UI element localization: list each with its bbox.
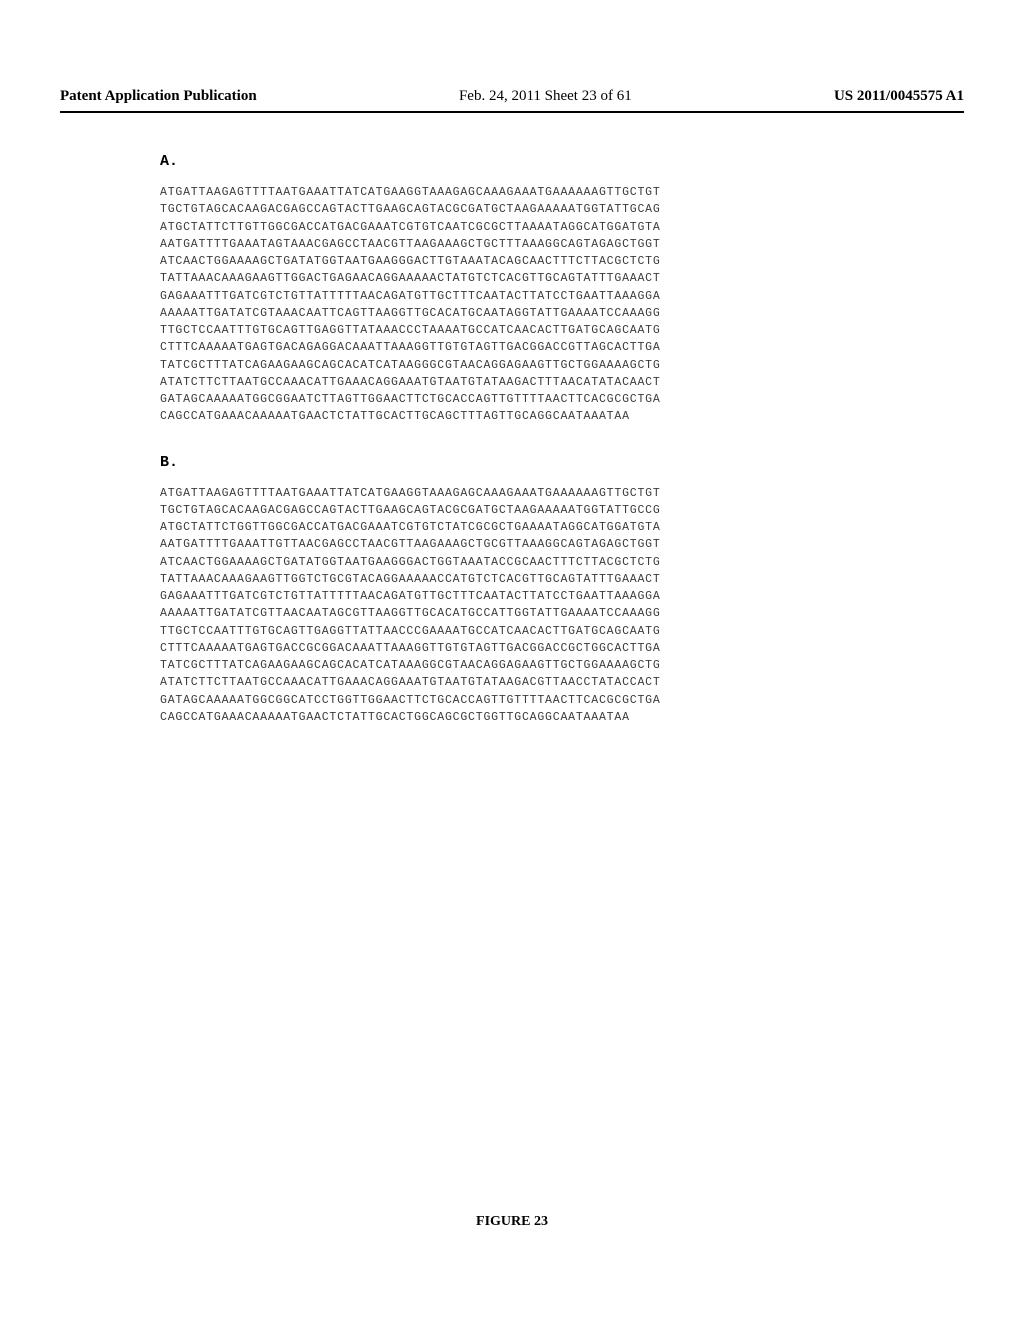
sequence-b: ATGATTAAGAGTTTTAATGAAATTATCATGAAGGTAAAGA… [160, 485, 904, 727]
section-a-label: A. [160, 153, 904, 170]
sheet-info: Feb. 24, 2011 Sheet 23 of 61 [459, 88, 632, 105]
content-area: A. ATGATTAAGAGTTTTAATGAAATTATCATGAAGGTAA… [60, 153, 964, 726]
sequence-a: ATGATTAAGAGTTTTAATGAAATTATCATGAAGGTAAAGA… [160, 184, 904, 426]
section-b-label: B. [160, 454, 904, 471]
page-container: Patent Application Publication Feb. 24, … [0, 0, 1024, 1320]
publication-label: Patent Application Publication [60, 88, 257, 105]
publication-number: US 2011/0045575 A1 [834, 88, 964, 105]
page-header: Patent Application Publication Feb. 24, … [60, 88, 964, 113]
figure-label: FIGURE 23 [0, 1214, 1024, 1230]
